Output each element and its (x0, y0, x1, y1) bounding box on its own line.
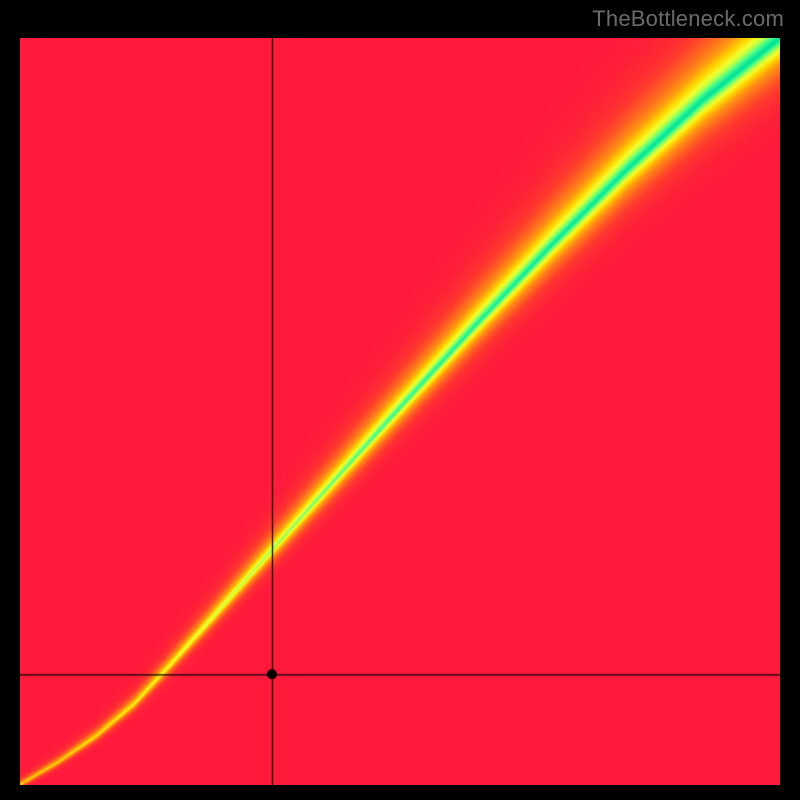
attribution-text: TheBottleneck.com (592, 6, 784, 32)
bottleneck-heatmap (20, 38, 780, 785)
chart-stage: TheBottleneck.com (0, 0, 800, 800)
